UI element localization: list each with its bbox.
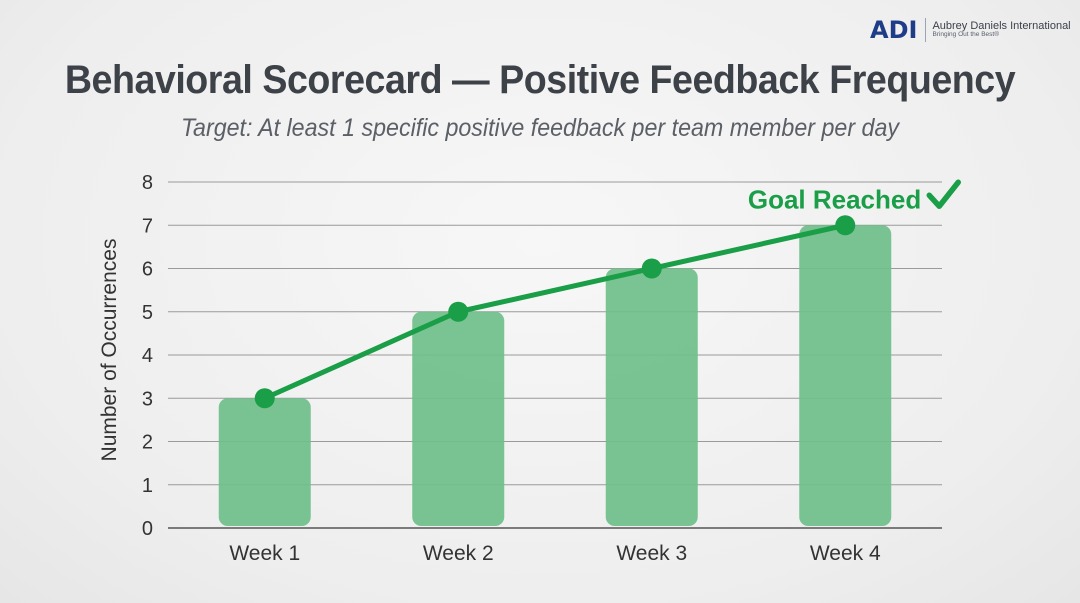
bar: [218, 398, 311, 526]
y-tick-label: 3: [142, 388, 153, 410]
logo-mark: ADI: [870, 16, 918, 44]
logo-divider: [925, 18, 927, 42]
checkmark-icon: [926, 179, 961, 209]
x-tick-label: Week 2: [423, 542, 494, 565]
data-point: [254, 388, 275, 409]
x-tick-label: Week 3: [616, 542, 687, 565]
y-tick-label: 0: [142, 518, 153, 540]
bar: [605, 268, 698, 526]
x-tick-label: Week 1: [229, 542, 300, 565]
y-tick-label: 4: [142, 345, 153, 367]
bar: [412, 311, 505, 526]
y-tick-label: 7: [142, 215, 153, 237]
y-axis-label: Number of Occurrences: [98, 238, 121, 462]
y-tick-label: 2: [142, 432, 153, 454]
logo-text: Aubrey Daniels International Bringing Ou…: [932, 19, 1071, 39]
goal-reached-annotation: Goal Reached: [748, 184, 921, 214]
x-tick-label: Week 4: [810, 542, 881, 565]
bar: [799, 225, 892, 526]
y-tick-label: 6: [142, 259, 153, 281]
company-logo: ADI Aubrey Daniels International Bringin…: [870, 18, 1071, 42]
chart-title: Behavioral Scorecard — Positive Feedback…: [64, 58, 1016, 102]
y-tick-label: 5: [142, 302, 153, 324]
data-point: [448, 301, 469, 322]
logo-company-name: Aubrey Daniels International: [932, 19, 1071, 32]
series-line: [262, 222, 848, 401]
chart-subtitle: Target: At least 1 specific positive fee…: [180, 114, 900, 142]
logo-tagline: Bringing Out the Best®: [932, 31, 1000, 39]
y-tick-label: 1: [142, 475, 153, 497]
data-point: [835, 215, 856, 236]
y-tick-label: 8: [142, 172, 153, 194]
data-point: [641, 258, 662, 279]
